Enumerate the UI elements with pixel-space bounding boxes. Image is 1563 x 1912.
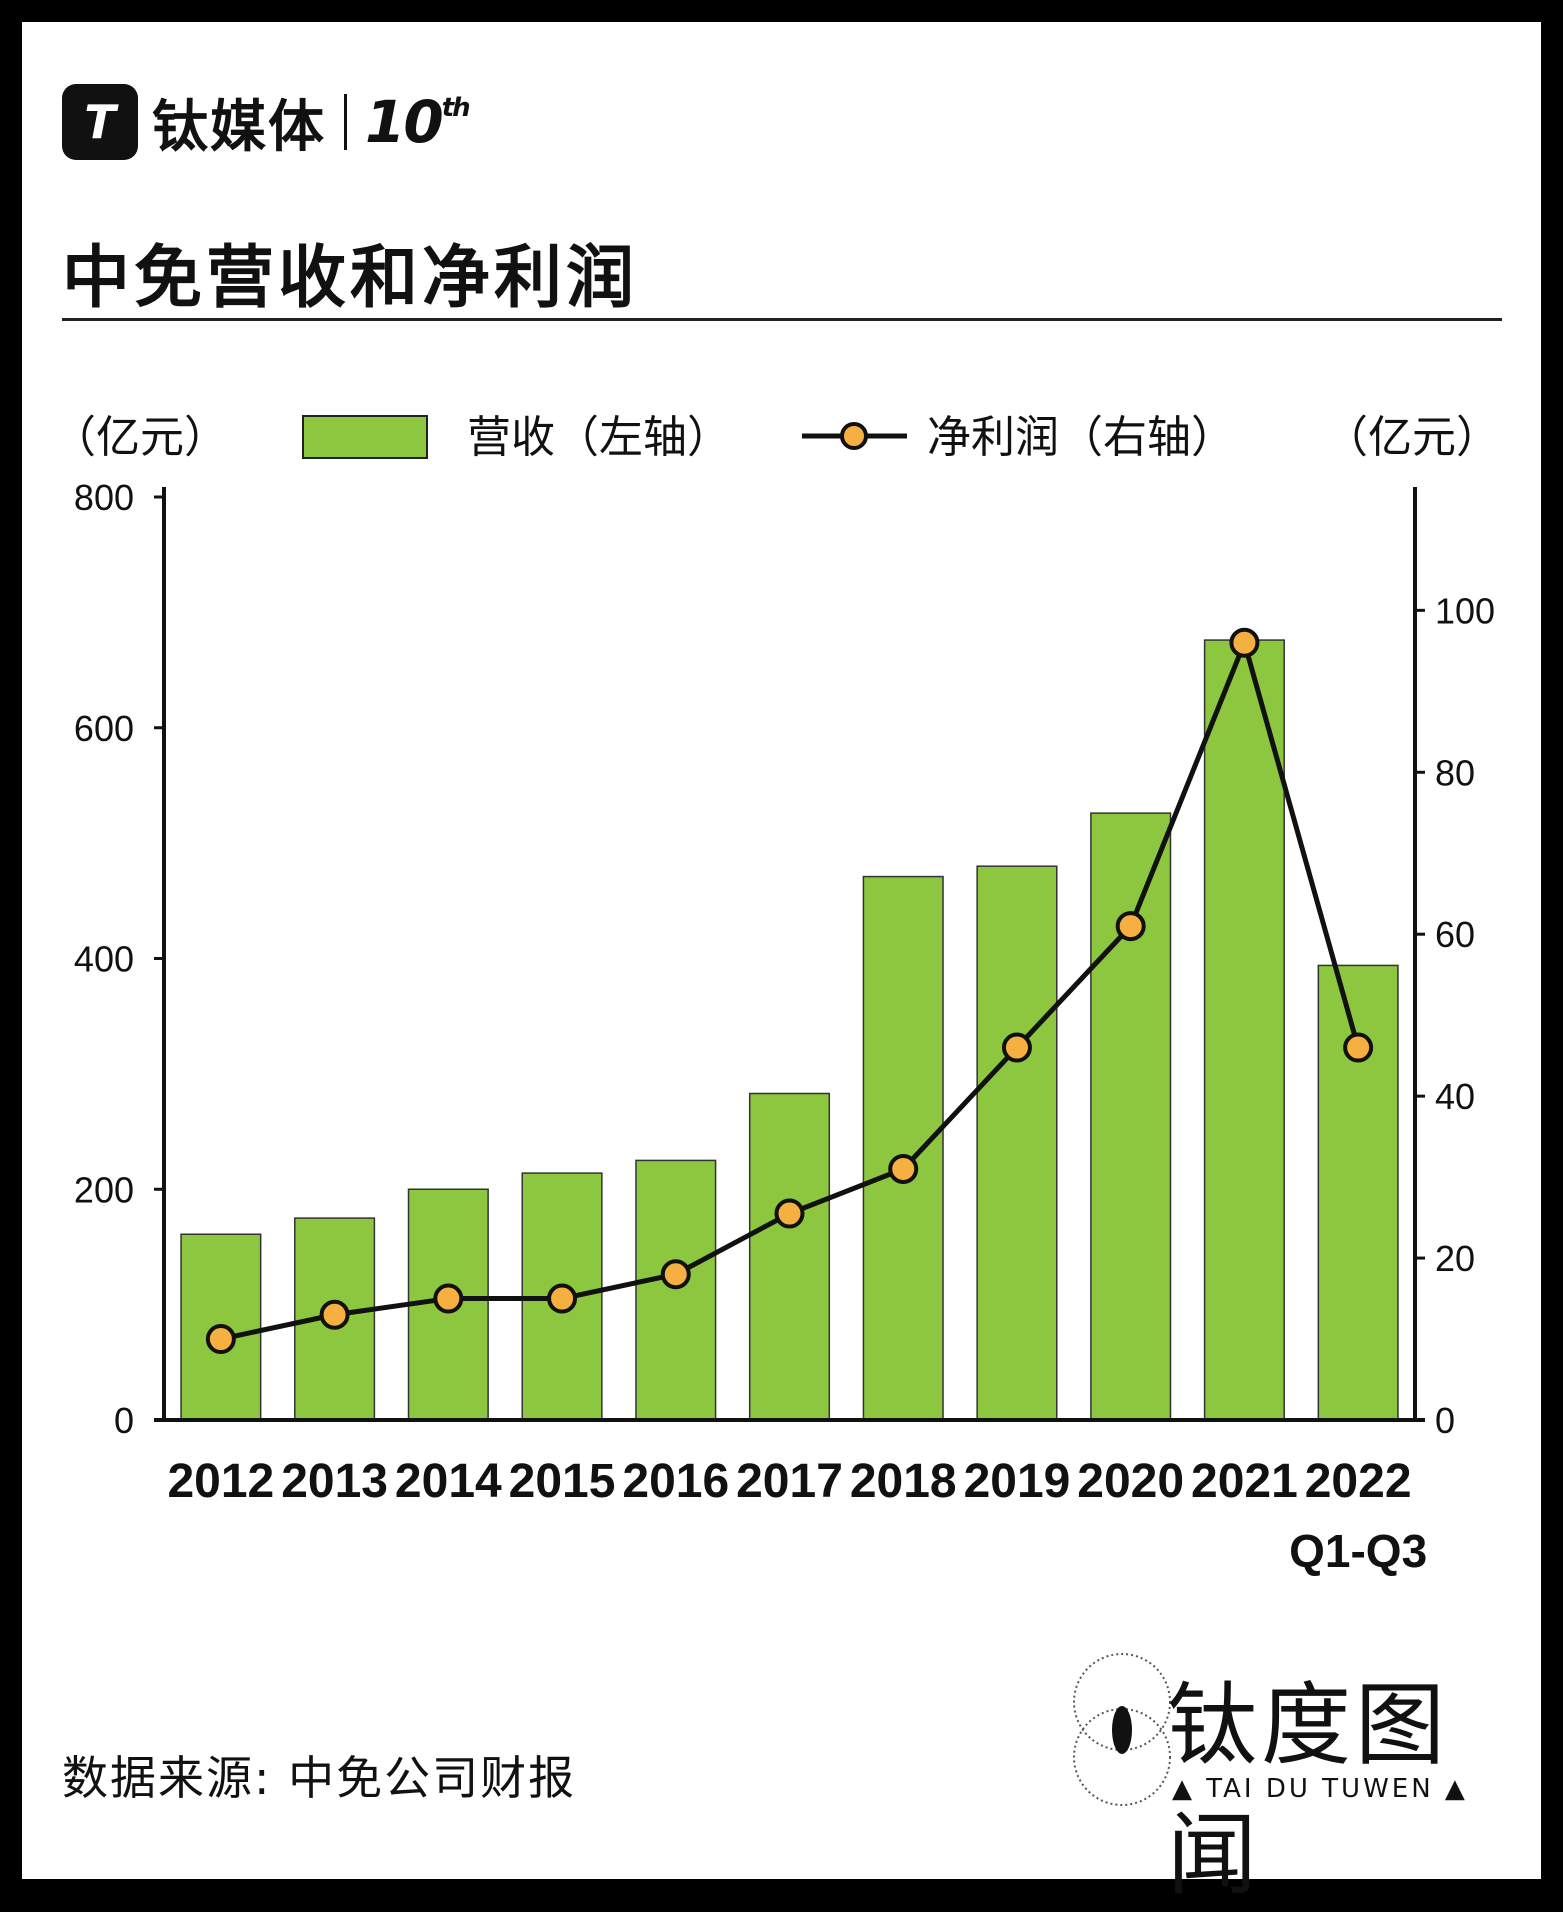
profit-point-2019 bbox=[1001, 1032, 1032, 1063]
brand-header: T 钛媒体 10th bbox=[62, 77, 471, 167]
chart-card: T 钛媒体 10th 中免营收和净利润 （亿元） 营收（左轴） 净利润（右轴） （亿元… bbox=[22, 22, 1541, 1908]
chart-title: 中免营收和净利润 bbox=[62, 239, 639, 318]
profit-point-2021 bbox=[1229, 627, 1260, 658]
legend-bar-swatch bbox=[302, 415, 428, 459]
legend: （亿元） 营收（左轴） 净利润（右轴） （亿元） bbox=[52, 413, 1500, 462]
brand-divider bbox=[344, 94, 347, 150]
x-tick-label-2013: 2013 bbox=[281, 1455, 388, 1508]
axes: 0 200 400 600 800 0 20 40 60 80 100 bbox=[74, 477, 1495, 1441]
bar-2019 bbox=[976, 865, 1058, 1421]
bar-series bbox=[180, 639, 1399, 1421]
right-tick-label: 0 bbox=[1435, 1400, 1455, 1441]
x-tick-label-2022: 2022 bbox=[1305, 1455, 1412, 1508]
profit-point-2020 bbox=[1115, 911, 1146, 942]
title-divider bbox=[62, 318, 1502, 321]
source-note: 数据来源: 中免公司财报 bbox=[62, 1751, 577, 1805]
profit-point-2018 bbox=[888, 1154, 919, 1185]
left-tick-label: 600 bbox=[74, 708, 134, 749]
right-tick-label: 80 bbox=[1435, 752, 1475, 793]
left-tick-label: 0 bbox=[114, 1400, 134, 1441]
category-labels: 2012 2013 2014 2015 2016 2017 2018 2019 2020 2021… bbox=[167, 1455, 1427, 1577]
bar-2016 bbox=[635, 1159, 717, 1421]
legend-line-marker bbox=[840, 422, 868, 450]
profit-point-2014 bbox=[433, 1283, 464, 1314]
x-tick-label-2020: 2020 bbox=[1077, 1455, 1184, 1508]
brand-logo-icon: T bbox=[62, 84, 138, 160]
profit-point-2015 bbox=[547, 1283, 578, 1314]
profit-point-2013 bbox=[319, 1299, 350, 1330]
chart-svg: （亿元） 营收（左轴） 净利润（右轴） （亿元） 0 200 400 600 800 0 20 40… bbox=[52, 413, 1500, 1577]
profit-point-2016 bbox=[660, 1259, 691, 1290]
x-tick-label-2015: 2015 bbox=[509, 1455, 616, 1508]
left-tick-label: 200 bbox=[74, 1169, 134, 1210]
legend-line-label: 净利润（右轴） bbox=[927, 413, 1235, 462]
profit-point-2017 bbox=[774, 1198, 805, 1229]
watermark-sub: ▲ TAI DU TUWEN ▲ bbox=[1172, 1774, 1468, 1804]
x-tick-label-2018: 2018 bbox=[850, 1455, 957, 1508]
profit-point-2012 bbox=[205, 1324, 236, 1355]
bar-2018 bbox=[862, 875, 944, 1421]
x-tick-sublabel: Q1-Q3 bbox=[1289, 1525, 1427, 1577]
watermark-name: 钛度图闻 bbox=[1167, 1673, 1449, 1908]
x-tick-label-2019: 2019 bbox=[964, 1455, 1071, 1508]
x-tick-label-2014: 2014 bbox=[395, 1455, 502, 1508]
left-axis-unit: （亿元） bbox=[52, 413, 228, 462]
x-tick-label-2012: 2012 bbox=[167, 1455, 274, 1508]
left-tick-label: 400 bbox=[74, 939, 134, 980]
x-tick-label-2017: 2017 bbox=[736, 1455, 843, 1508]
brand-edition: 10th bbox=[365, 88, 471, 156]
legend-bar-label: 营收（左轴） bbox=[467, 413, 731, 462]
right-tick-label: 20 bbox=[1435, 1238, 1475, 1279]
x-tick-label-2016: 2016 bbox=[622, 1455, 729, 1508]
right-tick-label: 100 bbox=[1435, 590, 1495, 631]
right-tick-label: 40 bbox=[1435, 1076, 1475, 1117]
left-tick-label: 800 bbox=[74, 477, 134, 518]
right-axis-unit: （亿元） bbox=[1324, 413, 1500, 462]
line-series bbox=[205, 627, 1374, 1355]
x-tick-label-2021: 2021 bbox=[1191, 1455, 1298, 1508]
right-tick-label: 60 bbox=[1435, 914, 1475, 955]
watermark-logo: 钛度图闻 ▲ TAI DU TUWEN ▲ bbox=[1067, 1642, 1507, 1908]
bar-2017 bbox=[748, 1092, 831, 1421]
bar-2020 bbox=[1090, 812, 1172, 1421]
brand-name: 钛媒体 bbox=[152, 94, 326, 160]
eye-icon bbox=[1073, 1653, 1171, 1806]
bar-2021 bbox=[1203, 639, 1285, 1421]
profit-point-2022 bbox=[1343, 1032, 1374, 1063]
